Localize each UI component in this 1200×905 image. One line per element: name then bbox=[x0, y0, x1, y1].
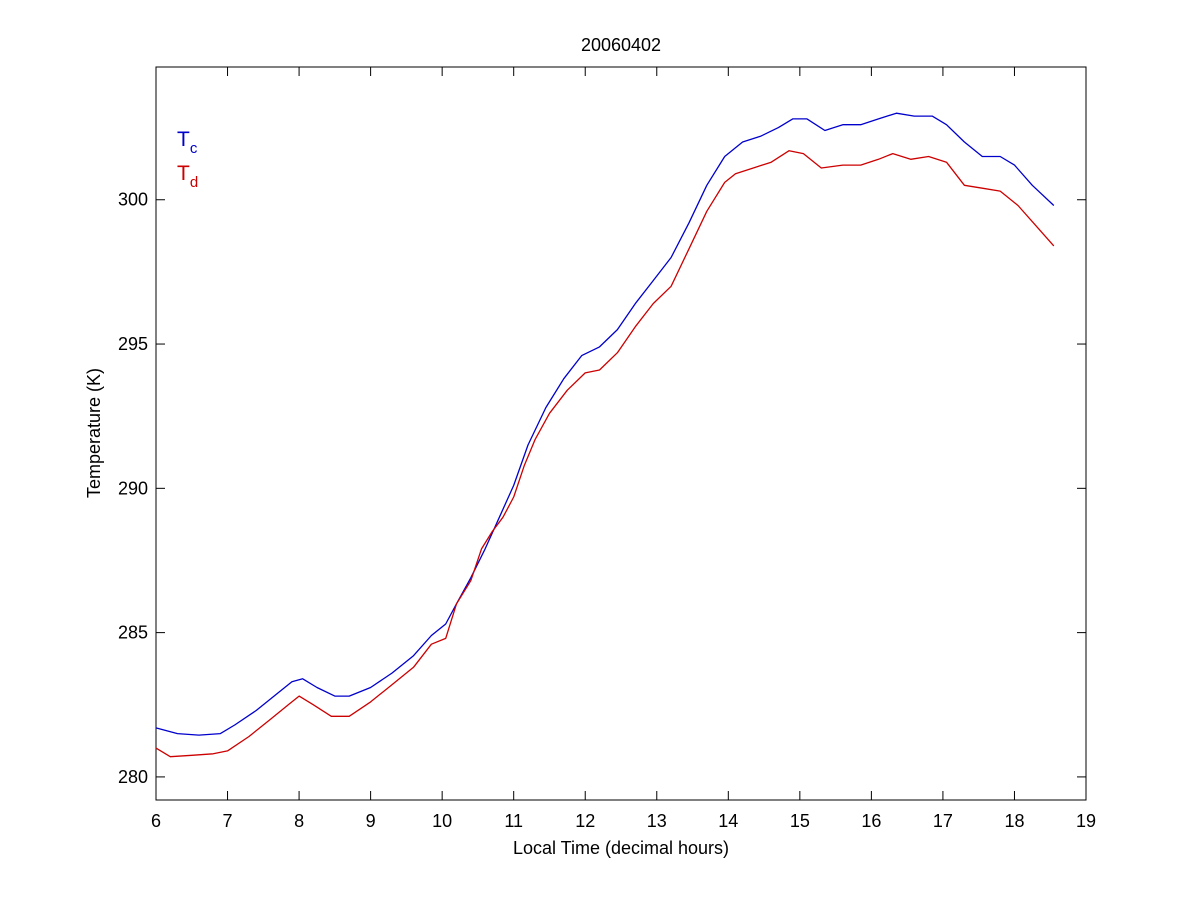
legend-entry-td-base: T bbox=[177, 162, 190, 185]
x-tick-label: 9 bbox=[366, 811, 376, 831]
legend-entry-tc: Tc bbox=[177, 128, 198, 157]
x-tick-label: 6 bbox=[151, 811, 161, 831]
legend: Tc Td bbox=[177, 128, 198, 191]
x-tick-label: 14 bbox=[718, 811, 738, 831]
x-axis-label: Local Time (decimal hours) bbox=[513, 838, 729, 858]
legend-entry-tc-base: T bbox=[177, 128, 190, 151]
x-tick-label: 12 bbox=[575, 811, 595, 831]
x-tick-label: 19 bbox=[1076, 811, 1096, 831]
y-tick-label: 290 bbox=[118, 478, 148, 498]
x-tick-label: 10 bbox=[432, 811, 452, 831]
x-tick-label: 11 bbox=[504, 811, 523, 831]
plot-area bbox=[155, 66, 1087, 801]
x-tick-label: 18 bbox=[1004, 811, 1024, 831]
y-tick-label: 295 bbox=[118, 334, 148, 354]
legend-entry-td-sub: d bbox=[190, 174, 198, 191]
x-tick-label: 15 bbox=[790, 811, 810, 831]
x-tick-label: 13 bbox=[647, 811, 667, 831]
legend-entry-td: Td bbox=[177, 162, 198, 191]
series-layer bbox=[155, 112, 1055, 758]
y-tick-label: 285 bbox=[118, 623, 148, 643]
ticks-layer: 6 7 8 9 10 11 12 13 14 15 16 17 18 19 280 285 290 295 300 bbox=[118, 67, 1096, 831]
x-tick-label: 16 bbox=[861, 811, 881, 831]
chart-title: 20060402 bbox=[581, 35, 661, 55]
y-tick-label: 280 bbox=[118, 767, 148, 787]
series-line-td bbox=[155, 150, 1055, 758]
x-tick-label: 8 bbox=[294, 811, 304, 831]
legend-entry-tc-sub: c bbox=[190, 140, 198, 157]
x-tick-label: 7 bbox=[223, 811, 233, 831]
series-line-tc bbox=[155, 112, 1055, 736]
x-tick-label: 17 bbox=[933, 811, 953, 831]
y-tick-label: 300 bbox=[118, 190, 148, 210]
y-axis-label: Temperature (K) bbox=[84, 368, 104, 498]
